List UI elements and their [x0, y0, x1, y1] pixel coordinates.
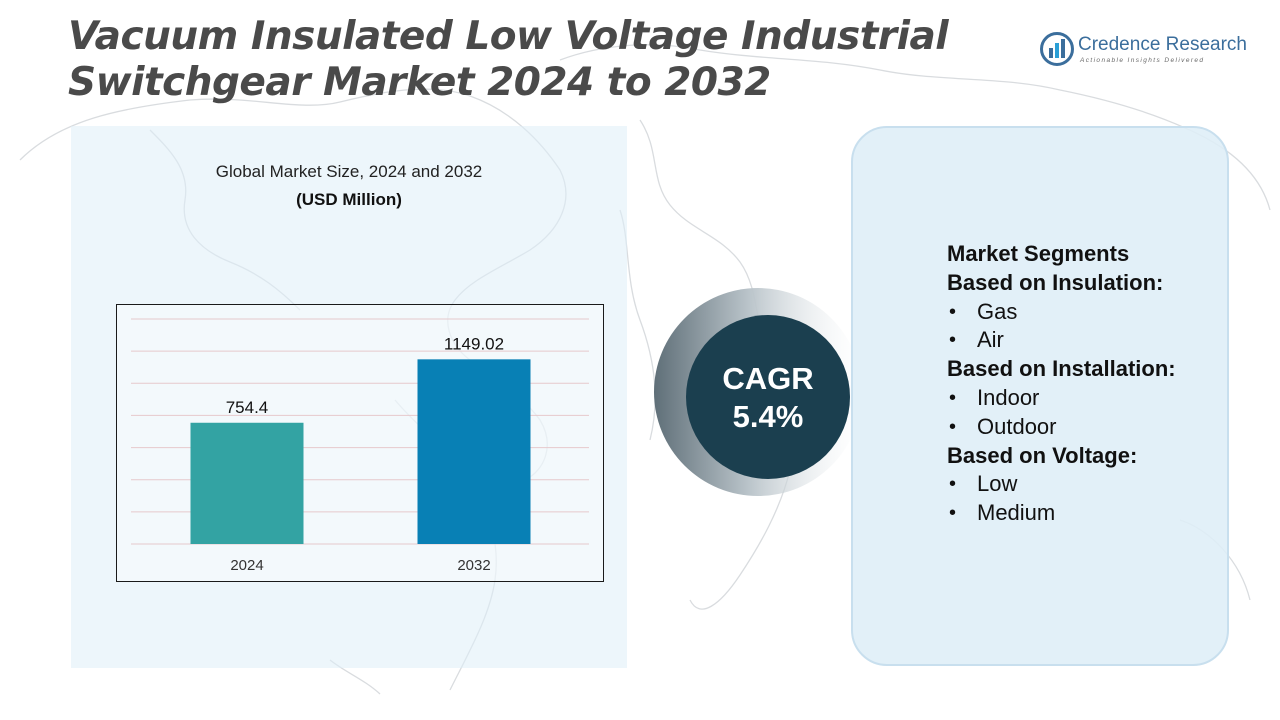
bar-chart-logo-icon [1040, 32, 1074, 66]
brand-tagline: Actionable Insights Delivered [1080, 57, 1205, 64]
bar-chart-plot: 754.4 2024 1149.02 2032 [131, 318, 589, 574]
segment-item: Gas [947, 298, 1247, 327]
chart-subtitle: (USD Million) [296, 190, 402, 209]
x-tick-label-2024: 2024 [230, 557, 263, 574]
bar-chart: 754.4 2024 1149.02 2032 [116, 304, 604, 582]
data-label-2024: 754.4 [226, 398, 269, 417]
brand-logo: Credence Research Actionable Insights De… [1040, 30, 1255, 70]
segment-item: Indoor [947, 384, 1247, 413]
segment-heading: Market Segments [947, 241, 1130, 266]
cagr-badge [654, 288, 862, 496]
cagr-label: CAGR [722, 361, 814, 396]
segment-heading: Based on Insulation: [947, 269, 1164, 295]
cagr-value: 5.4% [732, 399, 804, 434]
x-tick-label-2032: 2032 [457, 557, 490, 574]
page-title: Vacuum Insulated Low Voltage Industrial … [68, 14, 949, 105]
chart-panel [71, 126, 627, 668]
segment-heading: Based on Voltage: [947, 442, 1138, 468]
bar-2032 [417, 359, 531, 544]
brand-name: Credence Research [1078, 34, 1247, 55]
chart-title: Global Market Size, 2024 and 2032 [215, 162, 483, 181]
segment-item: Low [947, 470, 1247, 499]
data-label-2032: 1149.02 [444, 334, 504, 353]
segment-item: Medium [947, 499, 1247, 528]
segment-heading: Based on Installation: [947, 356, 1176, 382]
market-segments-list: Market Segments Based on Insulation: GasAi… [947, 240, 1247, 528]
bar-2024 [190, 422, 304, 544]
cagr-text: CAGR 5.4% [688, 360, 848, 436]
segment-item: Air [947, 326, 1247, 355]
segment-item: Outdoor [947, 413, 1247, 442]
